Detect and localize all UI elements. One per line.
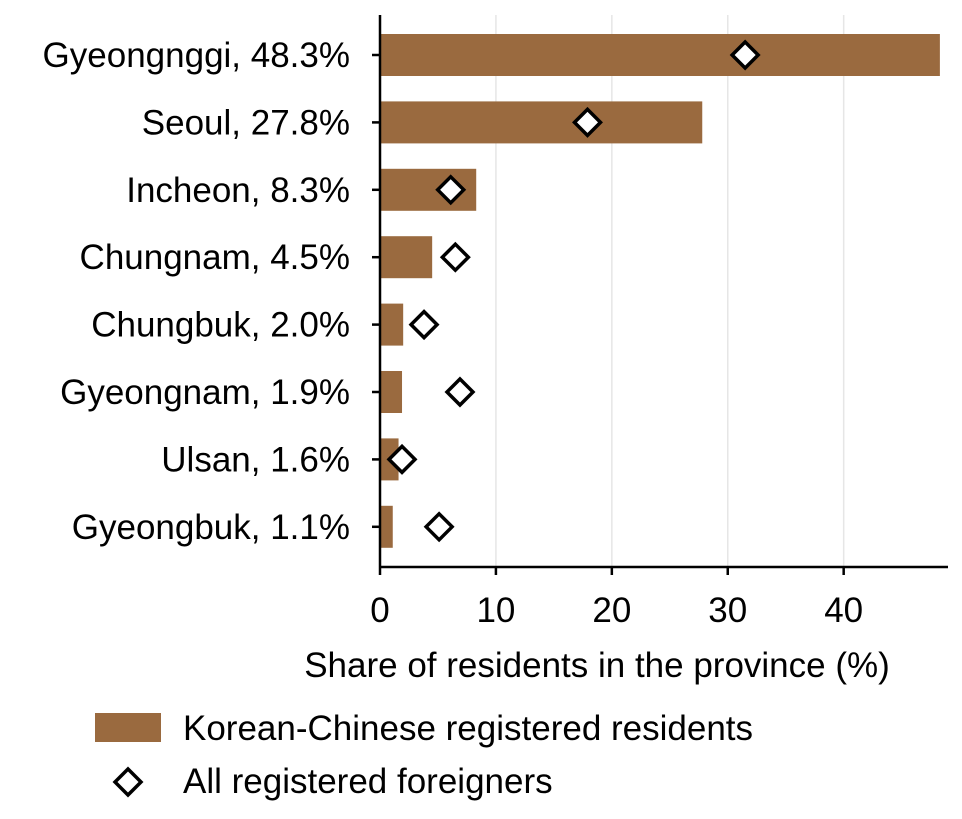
- bar-1: [380, 101, 703, 144]
- legend: Korean-Chinese registered residents All …: [95, 709, 753, 801]
- x-tick-label-30: 30: [708, 591, 747, 630]
- bar-5: [380, 371, 403, 413]
- marker-0: [729, 39, 761, 71]
- legend-diamond-icon: [112, 766, 144, 798]
- bar-3: [380, 236, 433, 279]
- marker-2: [435, 174, 467, 206]
- legend-bar-swatch: [95, 713, 161, 742]
- x-axis-title: Share of residents in the province (%): [304, 646, 890, 685]
- category-label-5: Gyeongnam, 1.9%: [60, 373, 350, 412]
- x-tick-label-20: 20: [592, 591, 631, 630]
- marker-5: [444, 376, 476, 408]
- category-label-2: Incheon, 8.3%: [126, 171, 350, 210]
- legend-marker-label: All registered foreigners: [183, 762, 553, 801]
- category-label-3: Chungnam, 4.5%: [80, 238, 350, 277]
- bar-4: [380, 303, 404, 346]
- marker-7: [423, 511, 455, 543]
- x-tick-label-10: 10: [476, 591, 515, 630]
- marker-4: [408, 309, 440, 341]
- marker-3: [439, 241, 471, 273]
- bar-0: [380, 34, 940, 76]
- bars: [380, 34, 940, 548]
- category-label-1: Seoul, 27.8%: [142, 103, 350, 142]
- x-ticks: 0 10 20 30 40: [370, 567, 863, 630]
- marker-6: [386, 443, 418, 475]
- markers: [386, 39, 761, 543]
- grid-lines: [495, 15, 845, 567]
- legend-bar-label: Korean-Chinese registered residents: [183, 709, 753, 748]
- category-label-7: Gyeongbuk, 1.1%: [72, 508, 350, 547]
- bar-7: [380, 505, 393, 548]
- category-label-0: Gyeongnggi, 48.3%: [43, 36, 350, 75]
- x-tick-label-0: 0: [370, 591, 389, 630]
- axes: [378, 15, 948, 569]
- x-tick-label-40: 40: [824, 591, 863, 630]
- category-label-4: Chungbuk, 2.0%: [91, 306, 350, 345]
- category-label-6: Ulsan, 1.6%: [161, 440, 350, 479]
- marker-1: [572, 106, 603, 138]
- category-labels: Gyeongnggi, 48.3% Seoul, 27.8% Incheon, 8.…: [43, 36, 380, 547]
